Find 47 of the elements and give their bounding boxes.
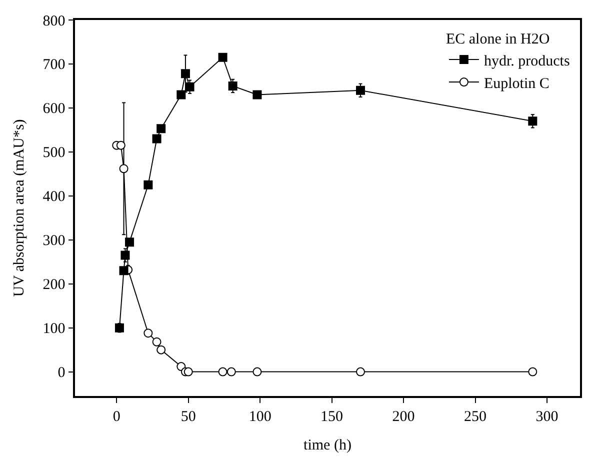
y-tick-label: 400 <box>42 189 66 206</box>
point <box>184 367 193 376</box>
point <box>218 367 228 376</box>
point <box>185 82 194 92</box>
point <box>356 86 365 95</box>
point <box>528 367 538 376</box>
point <box>152 337 162 346</box>
point <box>180 69 190 78</box>
legend-label: hydr. products <box>484 53 570 70</box>
point <box>156 345 166 354</box>
y-tick-label: 600 <box>42 101 66 118</box>
point <box>120 250 130 260</box>
legend-title: EC alone in H2O <box>446 31 550 48</box>
y-tick-label: 300 <box>42 233 66 250</box>
point <box>528 116 538 126</box>
point <box>125 238 134 247</box>
x-axis-title: time (h) <box>304 437 352 454</box>
x-tick-label: 300 <box>536 408 558 425</box>
point <box>119 164 128 174</box>
x-tick-label: 200 <box>392 408 415 425</box>
y-tick-label: 100 <box>42 321 66 338</box>
y-axis-title: UV absorption area (mAU*s) <box>12 119 28 297</box>
x-tick-label: 250 <box>464 408 487 425</box>
x-tick-label: 50 <box>180 408 196 425</box>
x-tick-label: 100 <box>248 408 272 425</box>
point <box>356 367 365 376</box>
x-tick-label: 0 <box>112 408 120 425</box>
point <box>119 266 128 276</box>
point <box>228 81 238 90</box>
point <box>252 367 262 376</box>
point <box>218 52 228 62</box>
y-tick-label: 800 <box>42 13 66 30</box>
point <box>116 140 126 150</box>
y-tick-label: 700 <box>42 57 66 74</box>
point <box>144 180 153 190</box>
point <box>114 323 124 332</box>
x-tick-label: 150 <box>320 408 344 425</box>
y-tick-label: 500 <box>42 145 66 162</box>
point <box>176 90 186 100</box>
point <box>252 90 262 100</box>
y-tick-label: 200 <box>42 277 66 294</box>
point <box>156 124 166 134</box>
point <box>226 367 236 376</box>
legend-label: Euplotin C <box>484 76 550 92</box>
y-tick-label: 0 <box>58 365 66 382</box>
point <box>152 134 162 144</box>
point <box>144 328 153 338</box>
